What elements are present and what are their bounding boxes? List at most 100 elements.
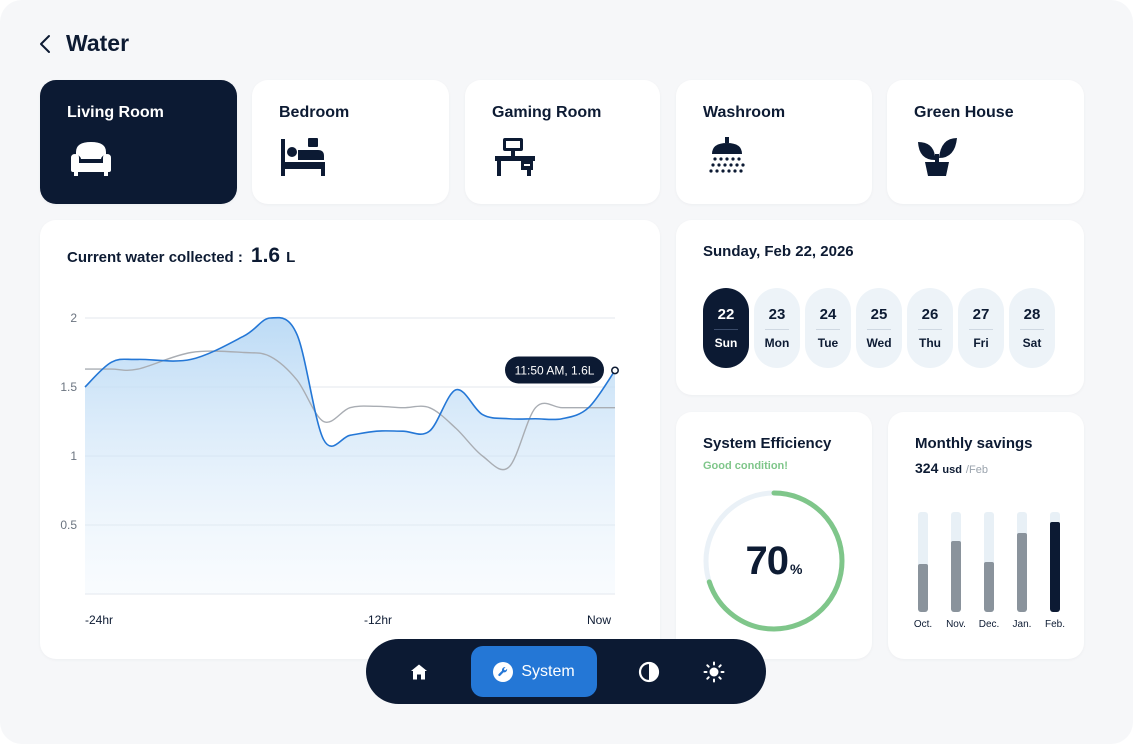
gauge-progress-arc: [703, 490, 845, 632]
day-number: 26: [921, 306, 939, 323]
y-tick-label: 0.5: [60, 518, 77, 532]
tooltip-text: 11:50 AM, 1.6L: [515, 363, 595, 377]
bar-fill: [1017, 533, 1027, 612]
water-chart-card: Current water collected : 1.6 L 0.5 1 1.5 2…: [40, 220, 660, 659]
water-area-chart: 0.5 1 1.5 2 -24hr -12hr Now 11:50 AM, 1.6L: [60, 311, 619, 627]
desk-computer-icon: [495, 138, 535, 176]
bar-track: [1017, 512, 1027, 612]
chevron-left-icon: [40, 34, 50, 53]
date-card: Sunday, Feb 22, 2026 22 Sun 23 Mon 24 Tu…: [676, 220, 1084, 395]
sun-icon: [703, 661, 725, 682]
day-wed[interactable]: 25 Wed: [856, 288, 902, 368]
shower-icon: [709, 137, 745, 173]
monthly-savings-card: Monthly savings 324 usd /Feb Oct. Nov. D…: [888, 412, 1084, 659]
savings-bar-oct: Oct.: [908, 512, 938, 632]
plant-icon: [918, 138, 957, 176]
x-tick-label: -12hr: [364, 613, 392, 627]
water-collected-label: Current water collected :: [67, 249, 243, 266]
nav-system-button[interactable]: System: [471, 646, 597, 697]
home-icon: [411, 664, 427, 679]
system-efficiency-card: System Efficiency Good condition! 70 %: [676, 412, 872, 659]
room-label: Gaming Room: [492, 104, 602, 121]
date-title: Sunday, Feb 22, 2026: [703, 243, 854, 260]
bar-fill: [951, 541, 961, 612]
room-tile-green-house[interactable]: Green House: [887, 80, 1084, 204]
x-tick-label: -24hr: [85, 613, 113, 627]
efficiency-percent-sign: %: [790, 561, 803, 577]
day-name: Wed: [866, 336, 892, 350]
day-divider: [969, 329, 993, 330]
bar-label: Oct.: [913, 619, 933, 630]
series-area-current: [85, 317, 615, 594]
bar-track: [984, 512, 994, 612]
day-divider: [1020, 329, 1044, 330]
series-line-previous: [85, 350, 615, 471]
day-divider: [918, 329, 942, 330]
day-name: Mon: [764, 336, 790, 350]
room-tile-gaming-room[interactable]: Gaming Room: [465, 80, 660, 204]
day-sat[interactable]: 28 Sat: [1009, 288, 1055, 368]
efficiency-value: 70: [745, 538, 789, 583]
water-collected-unit: L: [286, 249, 296, 266]
page-title: Water: [66, 30, 130, 56]
bar-label: Jan.: [1012, 619, 1032, 630]
efficiency-readout: 70 %: [701, 488, 847, 634]
bar-track: [918, 512, 928, 612]
bar-track: [1050, 512, 1060, 612]
day-tue[interactable]: 24 Tue: [805, 288, 851, 368]
room-label: Washroom: [703, 104, 786, 121]
savings-bar-chart: Oct. Nov. Dec. Jan. Feb.: [908, 512, 1074, 632]
bar-label: Dec.: [978, 619, 1000, 630]
room-tile-washroom[interactable]: Washroom: [676, 80, 872, 204]
water-collected-value: 1.6: [250, 244, 281, 267]
day-name: Tue: [817, 336, 839, 350]
y-tick-label: 1: [70, 449, 77, 463]
day-mon[interactable]: 23 Mon: [754, 288, 800, 368]
day-number: 27: [972, 306, 990, 323]
contrast-icon: [638, 661, 660, 682]
day-name: Sat: [1022, 336, 1042, 350]
day-number: 23: [768, 306, 786, 323]
series-line-current: [84, 316, 616, 447]
day-divider: [765, 329, 789, 330]
nav-brightness-button[interactable]: [697, 639, 731, 704]
savings-bar-feb: Feb.: [1040, 512, 1070, 632]
back-button[interactable]: [38, 32, 52, 56]
nav-contrast-button[interactable]: [632, 639, 666, 704]
day-name: Fri: [973, 336, 989, 350]
x-tick-label: Now: [587, 613, 611, 627]
bar-label: Feb.: [1044, 619, 1065, 630]
day-divider: [714, 329, 738, 330]
nav-home-button[interactable]: [402, 639, 436, 704]
day-number: 22: [717, 306, 735, 323]
savings-bar-nov: Nov.: [941, 512, 971, 632]
room-label: Bedroom: [279, 104, 350, 121]
room-tile-living-room[interactable]: Living Room: [40, 80, 237, 204]
bar-fill: [1050, 522, 1060, 612]
nav-system-label: System: [521, 662, 575, 680]
day-fri[interactable]: 27 Fri: [958, 288, 1004, 368]
tooltip-bubble: [505, 356, 604, 384]
day-number: 28: [1023, 306, 1041, 323]
day-number: 24: [819, 306, 837, 323]
day-number: 25: [870, 306, 888, 323]
savings-title: Monthly savings: [915, 435, 1033, 452]
data-point-marker: [611, 366, 619, 375]
water-collected-heading: Current water collected : 1.6 L: [67, 244, 295, 268]
room-tile-bedroom[interactable]: Bedroom: [252, 80, 449, 204]
savings-period: /Feb: [965, 464, 988, 476]
y-tick-label: 2: [70, 311, 77, 325]
savings-amount-row: 324 usd /Feb: [915, 460, 988, 476]
room-label: Living Room: [67, 104, 164, 121]
efficiency-title: System Efficiency: [703, 435, 832, 452]
day-name: Thu: [919, 336, 941, 350]
room-label: Green House: [914, 104, 1014, 121]
day-thu[interactable]: 26 Thu: [907, 288, 953, 368]
bed-icon: [281, 138, 325, 176]
efficiency-gauge: [703, 490, 845, 632]
savings-bar-jan: Jan.: [1007, 512, 1037, 632]
savings-currency: usd: [942, 464, 962, 476]
bar-fill: [984, 562, 994, 612]
day-sun[interactable]: 22 Sun: [703, 288, 749, 368]
